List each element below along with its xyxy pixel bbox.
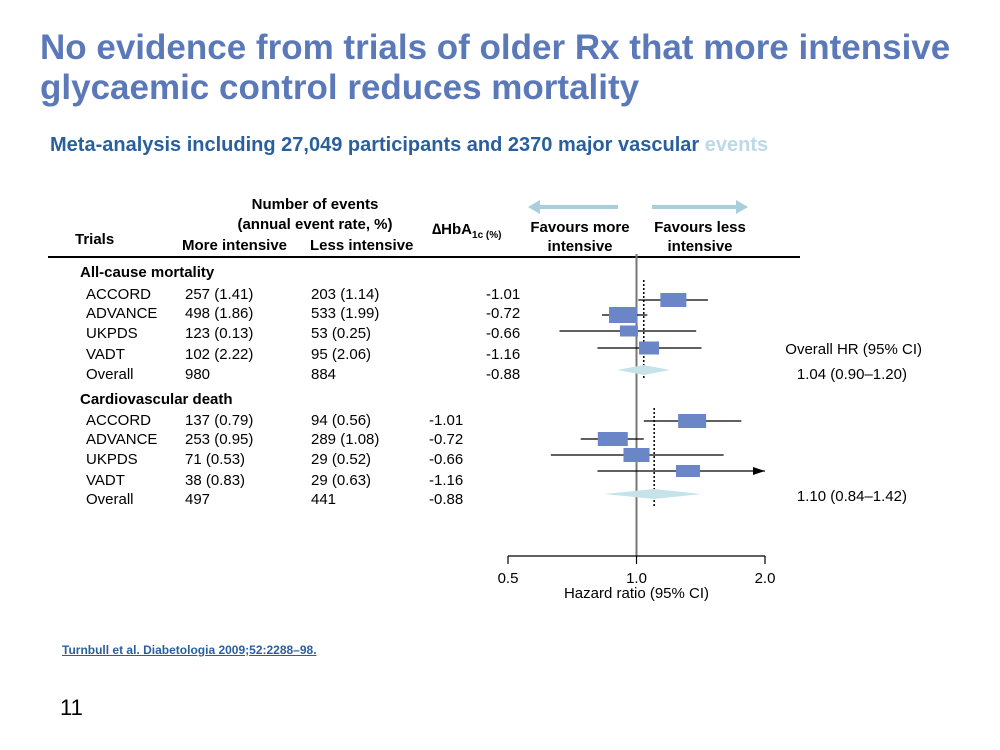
hr-square (660, 293, 687, 307)
table-row-trial: UKPDS (86, 325, 138, 342)
table-row-dhba1c: -0.66 (486, 325, 521, 342)
hba1c-header: ∆HbA1c (%) (432, 221, 501, 241)
table-row-dhba1c: -1.16 (486, 346, 521, 363)
x-tick-label: 0.5 (498, 570, 519, 587)
overall-diamond (616, 365, 671, 375)
table-row-less: 53 (0.25) (311, 325, 372, 342)
hr-square (619, 325, 638, 337)
table-row-trial: ADVANCE (86, 431, 158, 448)
favours-more-arrowhead (528, 200, 540, 214)
table-row-more: 257 (1.41) (185, 286, 254, 303)
events-header-line2: (annual event rate, %) (237, 216, 393, 233)
slide-subtitle: Meta-analysis including 27,049 participa… (50, 134, 768, 157)
table-row-trial: ACCORD (86, 286, 152, 303)
table-row-trial: Overall (86, 366, 134, 383)
hba1c-sub: 1c (%) (472, 230, 502, 241)
table-row-less: 441 (311, 491, 337, 508)
header-rule (48, 256, 800, 258)
table-row-dhba1c: -1.01 (429, 412, 464, 429)
hr-square (639, 341, 660, 355)
hr-square (678, 414, 707, 428)
table-row-trial: Overall (86, 491, 134, 508)
table-row-dhba1c: -0.66 (429, 451, 464, 468)
table-row-dhba1c: -0.88 (486, 366, 521, 383)
hr-square (675, 465, 700, 477)
table-row-less: 289 (1.08) (311, 431, 380, 448)
x-tick-label: 2.0 (755, 570, 776, 587)
table-row-dhba1c: -0.72 (429, 431, 464, 448)
table-row-more: 497 (185, 491, 211, 508)
overall-hr-all-cause: 1.04 (0.90–1.20) (796, 366, 907, 383)
table-row-less: 29 (0.52) (311, 451, 372, 468)
table-row-more: 102 (2.22) (185, 346, 254, 363)
table-row-trial: UKPDS (86, 451, 138, 468)
ci-arrowhead (753, 467, 765, 475)
overall-diamond (604, 489, 702, 499)
citation-link[interactable]: Turnbull et al. Diabetologia 2009;52:228… (62, 643, 317, 657)
table-row-less: 884 (311, 366, 337, 383)
trials-header: Trials (75, 231, 115, 248)
table-row-less: 94 (0.56) (311, 412, 372, 429)
favours-less-label: Favours less intensive (654, 219, 746, 255)
x-axis-label: Hazard ratio (95% CI) (564, 585, 709, 602)
less-intensive-header: Less intensive (310, 237, 414, 254)
table-row-more: 71 (0.53) (185, 451, 246, 468)
x-tick-label: 1.0 (626, 570, 647, 587)
overall-hr-cv-death: 1.10 (0.84–1.42) (796, 488, 907, 505)
hr-square (597, 432, 628, 446)
table-row-less: 95 (2.06) (311, 346, 372, 363)
table-row-dhba1c: -0.88 (429, 491, 464, 508)
hba1c-main: ∆HbA (432, 221, 473, 238)
table-row-less: 533 (1.99) (311, 305, 380, 322)
table-row-trial: VADT (86, 346, 125, 363)
table-row-more: 253 (0.95) (185, 431, 254, 448)
table-row-dhba1c: -1.01 (486, 286, 521, 303)
hr-square (623, 448, 650, 462)
events-header-line1: Number of events (251, 196, 379, 213)
table-row-less: 203 (1.14) (311, 286, 380, 303)
subtitle-faded: events (704, 134, 769, 156)
table-row-trial: VADT (86, 472, 125, 489)
table-row-dhba1c: -0.72 (486, 305, 521, 322)
table-row-dhba1c: -1.16 (429, 472, 464, 489)
table-row-more: 137 (0.79) (185, 412, 254, 429)
overall-hr-label: Overall HR (95% CI) (785, 341, 922, 358)
section-all-cause: All-cause mortality (80, 264, 215, 281)
table-row-less: 29 (0.63) (311, 472, 372, 489)
slide-title: No evidence from trials of older Rx that… (40, 28, 951, 107)
table-row-more: 498 (1.86) (185, 305, 254, 322)
section-cv-death: Cardiovascular death (80, 391, 233, 408)
table-row-more: 980 (185, 366, 211, 383)
table-row-more: 123 (0.13) (185, 325, 254, 342)
subtitle-main: Meta-analysis including 27,049 participa… (50, 134, 700, 156)
favours-more-label: Favours more intensive (530, 219, 630, 255)
table-row-more: 38 (0.83) (185, 472, 246, 489)
table-row-trial: ACCORD (86, 412, 152, 429)
page-number: 11 (60, 695, 83, 720)
table-row-trial: ADVANCE (86, 305, 158, 322)
hr-square (609, 307, 638, 323)
more-intensive-header: More intensive (182, 237, 288, 254)
favours-less-arrowhead (736, 200, 748, 214)
